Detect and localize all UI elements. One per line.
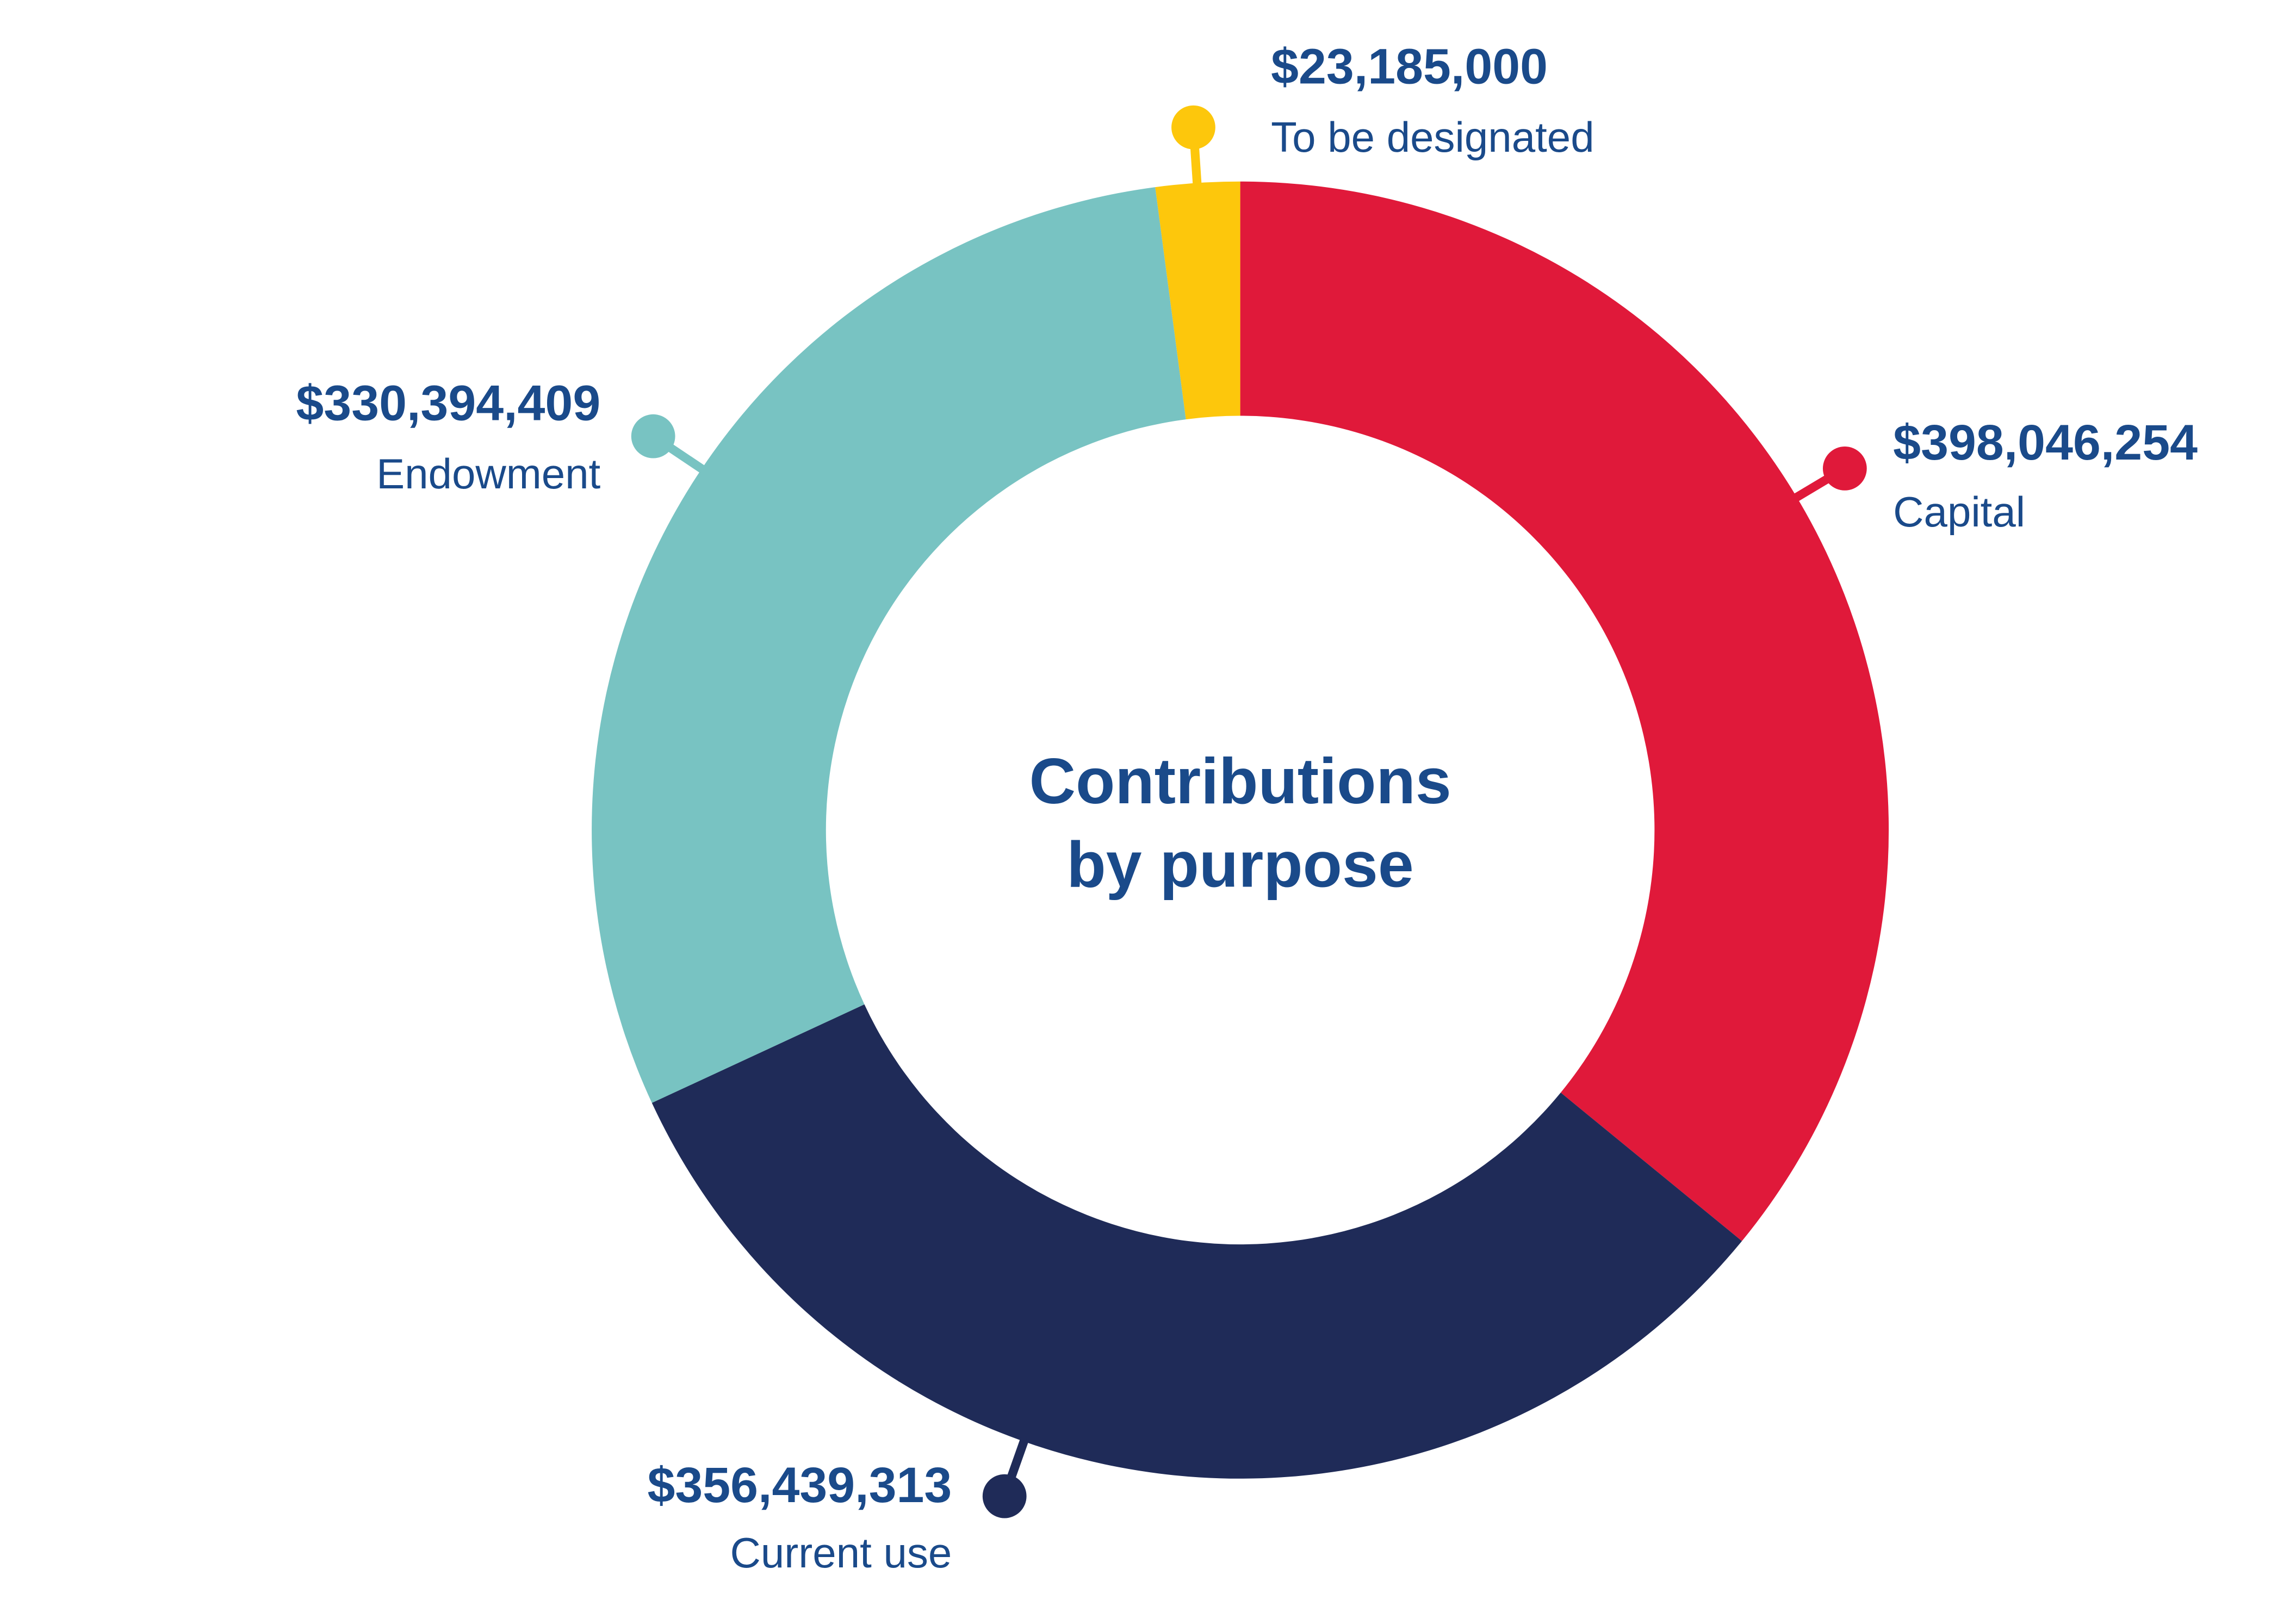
label-dot <box>982 1474 1027 1518</box>
category-label: Capital <box>1893 488 2025 536</box>
label-dot <box>1822 447 1867 491</box>
label-dot <box>631 414 675 458</box>
category-label: Endowment <box>376 450 600 498</box>
donut-segment <box>651 1004 1742 1479</box>
value-label: $398,046,254 <box>1893 415 2198 470</box>
value-label: $23,185,000 <box>1271 39 1548 94</box>
chart-title: by purpose <box>1066 829 1413 901</box>
donut-segment <box>1240 181 1889 1241</box>
donut-segment <box>592 187 1186 1103</box>
donut-segment <box>1155 181 1240 420</box>
category-label: To be designated <box>1271 113 1594 161</box>
label-dot <box>1171 105 1215 150</box>
category-label: Current use <box>730 1529 952 1577</box>
chart-title: Contributions <box>1029 746 1451 817</box>
value-label: $330,394,409 <box>296 376 600 431</box>
value-label: $356,439,313 <box>647 1458 952 1513</box>
